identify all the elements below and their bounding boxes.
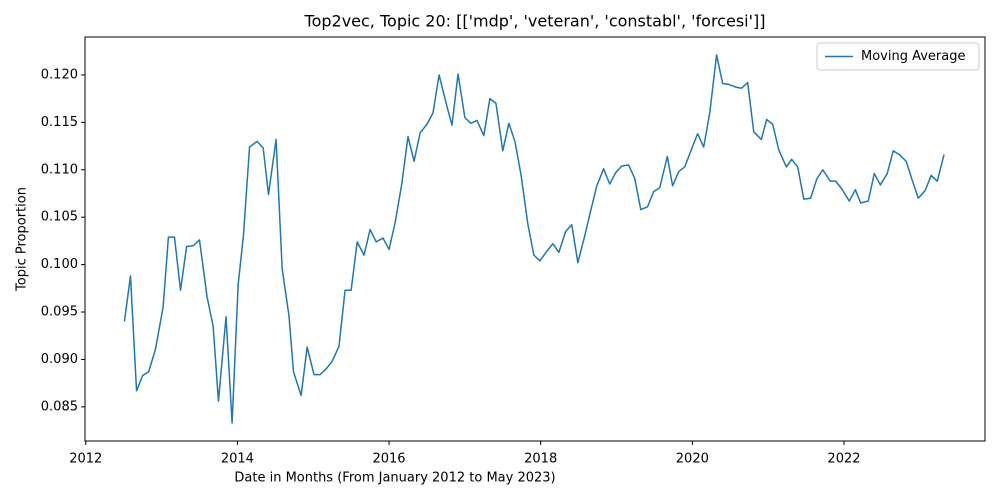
y-tick-label: 0.115: [41, 115, 78, 130]
chart-title: Top2vec, Topic 20: [['mdp', 'veteran', '…: [304, 12, 766, 31]
legend-box: [816, 42, 980, 71]
y-tick-label: 0.105: [41, 210, 78, 225]
x-tick-label: 2014: [221, 452, 254, 467]
x-tick-label: 2020: [676, 452, 709, 467]
plot-frame: [84, 36, 986, 442]
legend-label: Moving Average: [861, 49, 965, 64]
x-tick-label: 2016: [372, 452, 405, 467]
y-axis-label: Topic Proportion: [15, 187, 30, 292]
y-tick-label: 0.100: [41, 257, 78, 272]
y-tick-label: 0.085: [41, 399, 78, 414]
x-axis-label: Date in Months (From January 2012 to May…: [234, 471, 555, 486]
y-tick-label: 0.120: [41, 67, 78, 82]
x-tick-label: 2018: [524, 452, 557, 467]
x-tick-label: 2022: [827, 452, 860, 467]
x-tick-label: 2012: [69, 452, 102, 467]
y-tick-label: 0.090: [41, 352, 78, 367]
y-tick-label: 0.110: [41, 162, 78, 177]
data-line: [123, 54, 945, 424]
y-tick-label: 0.095: [41, 305, 78, 320]
